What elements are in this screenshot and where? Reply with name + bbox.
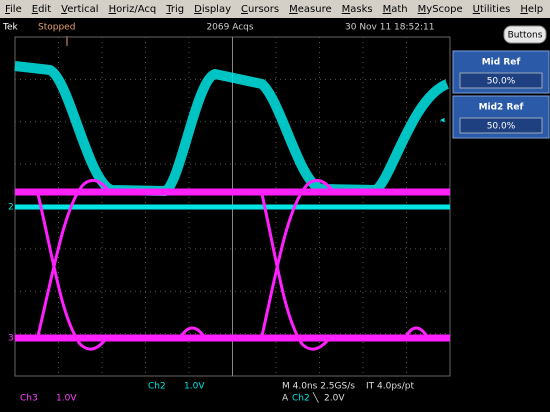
datetime: 30 Nov 11 18:52:11 <box>345 23 434 33</box>
buttons-button[interactable] <box>503 25 547 44</box>
menu-item[interactable]: Edit <box>31 3 52 15</box>
panel-label[interactable]: Mid Ref <box>482 58 521 68</box>
ch3-ripple <box>178 326 430 339</box>
menu-item[interactable]: MyScope <box>417 3 463 15</box>
ch3-eye-1 <box>36 178 110 351</box>
menu-item[interactable]: File <box>5 3 22 15</box>
panel-value-box[interactable] <box>459 72 543 89</box>
timebase: M 4.0ns 2.5GS/s <box>282 382 355 392</box>
display: Tek Stopped 2069 Acqs 30 Nov 11 18:52:11… <box>0 18 550 412</box>
trigger-level-marker: ◂ <box>440 116 445 126</box>
ch3-eye-2 <box>260 178 334 351</box>
brand: Tek <box>2 23 19 33</box>
buttons-label[interactable]: Buttons <box>508 31 543 41</box>
run-state: Stopped <box>38 23 75 33</box>
trigger-source: A <box>282 394 289 404</box>
menu-item[interactable]: Vertical <box>61 3 99 15</box>
interval: IT 4.0ps/pt <box>366 382 414 392</box>
ch2-scale: 1.0V <box>184 382 205 392</box>
panel-value-box[interactable] <box>459 117 543 134</box>
menu-item[interactable]: Measure <box>289 3 332 15</box>
menu-item[interactable]: Trig <box>166 3 185 15</box>
menu-item[interactable]: Utilities <box>472 3 511 15</box>
ch2-name: Ch2 <box>148 382 166 392</box>
panel-value[interactable]: 50.0% <box>487 77 516 87</box>
menu-item[interactable]: Masks <box>341 3 373 15</box>
ch2-marker: 2 <box>8 203 14 213</box>
trigger-level: 2.0V <box>324 394 345 404</box>
menu-item[interactable]: Cursors <box>241 3 280 15</box>
ch3-marker: 3 <box>8 334 14 344</box>
side-panel: Mid Ref 50.0% Mid2 Ref 50.0% <box>452 50 550 412</box>
menu-item[interactable]: Math <box>382 3 408 15</box>
menu-item[interactable]: Display <box>194 3 232 15</box>
ch3-scale: 1.0V <box>56 394 77 404</box>
menu-item[interactable]: Horiz/Acq <box>108 3 157 15</box>
menu-item[interactable]: Help <box>520 3 544 15</box>
menu-bar: File Edit Vertical Horiz/Acq Trig Display Curs… <box>0 0 550 18</box>
acquisitions: 2069 Acqs <box>206 23 253 33</box>
ch2-clock <box>14 61 450 196</box>
waveforms <box>14 61 450 351</box>
trigger-slope: ╲ <box>312 392 319 404</box>
panel-value[interactable]: 50.0% <box>487 122 516 132</box>
trigger-channel: Ch2 <box>292 394 310 404</box>
ch3-name: Ch3 <box>20 394 38 404</box>
panel-label[interactable]: Mid2 Ref <box>479 103 524 113</box>
